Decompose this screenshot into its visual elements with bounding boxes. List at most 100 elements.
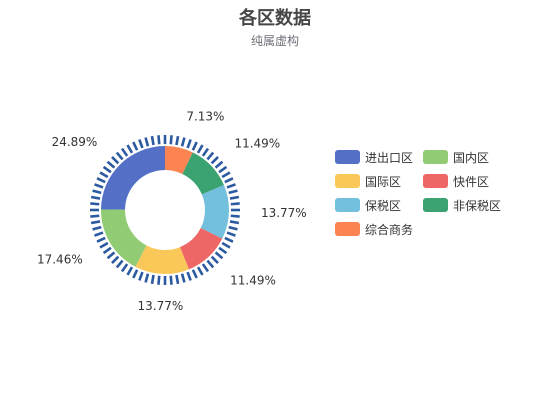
ring-tick [169, 135, 173, 145]
pie-slices [101, 146, 229, 274]
slice-label: 11.49% [234, 137, 280, 151]
ring-tick [90, 195, 101, 200]
ring-tick [90, 214, 100, 218]
ring-tick [221, 241, 231, 249]
ring-tick [196, 266, 204, 276]
ring-tick [138, 139, 144, 149]
ring-tick [92, 225, 102, 231]
ring-tick [180, 137, 186, 147]
pie-slice[interactable] [101, 209, 147, 267]
slice-label: 17.46% [37, 252, 83, 266]
ring-tick [180, 273, 186, 283]
ring-tick [218, 246, 228, 255]
ring-tick [226, 183, 236, 189]
slice-label: 24.89% [52, 135, 98, 149]
ring-tick [150, 135, 155, 146]
ring-tick [226, 231, 236, 237]
decorative-tick-ring [90, 135, 240, 285]
ring-tick [175, 274, 180, 285]
ring-tick [132, 141, 139, 151]
ring-tick [157, 135, 161, 145]
ring-tick [102, 246, 112, 255]
ring-tick [191, 141, 198, 151]
pie-slice[interactable] [165, 146, 193, 174]
ring-tick [186, 271, 192, 281]
ring-tick [229, 195, 240, 200]
legend-swatch[interactable] [423, 150, 448, 164]
ring-tick [230, 214, 240, 218]
ring-tick [228, 189, 238, 195]
ring-tick [228, 225, 238, 231]
legend-swatch[interactable] [335, 174, 360, 188]
ring-tick [120, 147, 129, 157]
ring-tick [96, 236, 106, 243]
legend-swatch[interactable] [335, 222, 360, 236]
ring-tick [169, 275, 173, 285]
ring-tick [210, 156, 219, 165]
ring-tick [92, 189, 102, 195]
ring-tick [102, 165, 112, 174]
ring-tick [90, 220, 101, 225]
ring-tick [218, 165, 228, 174]
ring-tick [94, 183, 104, 189]
legend-swatch[interactable] [335, 150, 360, 164]
slice-label: 7.13% [186, 109, 224, 123]
ring-tick [186, 139, 192, 149]
ring-tick [111, 156, 120, 165]
ring-tick [191, 269, 198, 279]
ring-tick [99, 171, 109, 179]
ring-tick [90, 202, 100, 206]
ring-tick [96, 177, 106, 184]
slice-label: 13.77% [261, 206, 307, 220]
chart-subtitle: 纯属虚构 [250, 34, 299, 48]
legend-label[interactable]: 快件区 [453, 175, 489, 189]
legend-label[interactable]: 综合商务 [365, 222, 413, 237]
ring-tick [115, 259, 124, 269]
legend-label[interactable]: 保税区 [365, 199, 401, 213]
ring-tick [206, 151, 215, 161]
ring-tick [175, 135, 180, 146]
ring-tick [196, 144, 204, 154]
ring-tick [126, 266, 134, 276]
ring-tick [144, 273, 150, 283]
pie-slice[interactable] [135, 245, 190, 274]
ring-tick [111, 255, 120, 264]
ring-tick [214, 251, 224, 260]
ring-tick [106, 251, 116, 260]
ring-tick [115, 151, 124, 161]
ring-tick [144, 137, 150, 147]
chart-title: 各区数据 [239, 8, 311, 29]
ring-tick [230, 202, 240, 206]
ring-tick [99, 241, 109, 249]
ring-tick [221, 171, 231, 179]
slice-labels: 24.89% 17.46% 13.77% 11.49% 13.77% 11.49% 7.13… [37, 109, 307, 312]
pie-slice[interactable] [180, 227, 223, 270]
ring-tick [224, 177, 234, 184]
legend-label[interactable]: 进出口区 [365, 151, 413, 165]
ring-tick [201, 147, 210, 157]
legend-label[interactable]: 国内区 [453, 151, 489, 165]
ring-tick [214, 160, 224, 169]
legend-label[interactable]: 国际区 [365, 175, 401, 189]
ring-tick [157, 275, 161, 285]
pie-slice[interactable] [200, 185, 229, 239]
slice-label: 13.77% [138, 299, 184, 313]
legend-label[interactable]: 非保税区 [453, 199, 501, 213]
ring-tick [224, 236, 234, 243]
legend-swatch[interactable] [423, 198, 448, 212]
legend-swatch[interactable] [423, 174, 448, 188]
pie-slice[interactable] [182, 152, 224, 195]
pie-slice[interactable] [101, 146, 165, 210]
ring-tick [150, 274, 155, 285]
legend-swatch[interactable] [335, 198, 360, 212]
ring-tick [201, 263, 210, 273]
ring-tick [229, 220, 240, 225]
slice-label: 11.49% [230, 274, 276, 288]
ring-tick [206, 259, 215, 269]
ring-tick [210, 255, 219, 264]
ring-tick [132, 269, 139, 279]
ring-tick [126, 144, 134, 154]
ring-tick [106, 160, 116, 169]
ring-tick [138, 271, 144, 281]
